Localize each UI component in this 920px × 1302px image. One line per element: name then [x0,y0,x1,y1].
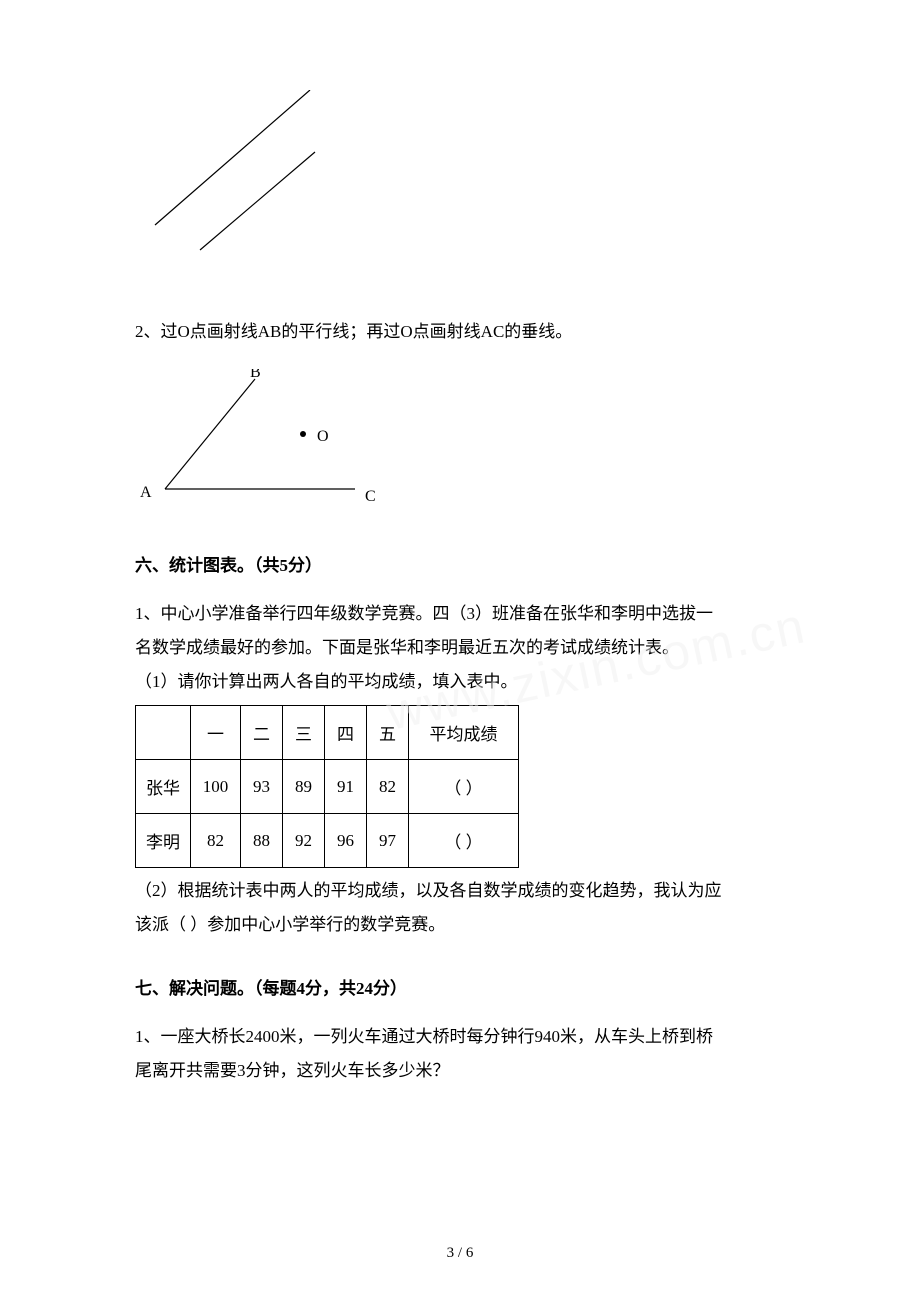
table-cell: （ ） [409,814,519,868]
section-7-title: 七、解决问题。（每题4分，共24分） [135,972,785,1006]
page-number: 3 / 6 [0,1245,920,1262]
section6-sub1: （1）请你计算出两人各自的平均成绩，填入表中。 [135,665,785,699]
section7-q1-line1: 1、一座大桥长2400米，一列火车通过大桥时每分钟行940米，从车头上桥到桥 [135,1020,785,1054]
table-cell: 100 [191,760,241,814]
table-cell: 82 [367,760,409,814]
section6-sub2-line1: （2）根据统计表中两人的平均成绩，以及各自数学成绩的变化趋势，我认为应 [135,874,785,908]
table-cell: 89 [283,760,325,814]
table-header-cell: 四 [325,706,367,760]
table-cell: 李明 [136,814,191,868]
table-cell: 张华 [136,760,191,814]
section7-q1-line2: 尾离开共需要3分钟，这列火车长多少米？ [135,1054,785,1088]
table-cell: 91 [325,760,367,814]
svg-text:O: O [317,428,329,445]
table-cell: 93 [241,760,283,814]
table-cell: 97 [367,814,409,868]
score-table: 一 二 三 四 五 平均成绩 张华 100 93 89 91 82 （ ） 李明… [135,705,519,868]
section-6-title: 六、统计图表。（共5分） [135,549,785,583]
table-header-cell: 五 [367,706,409,760]
table-header-cell: 三 [283,706,325,760]
table-cell: 82 [191,814,241,868]
svg-text:B: B [250,369,261,381]
table-row: 李明 82 88 92 96 97 （ ） [136,814,519,868]
table-header-cell: 一 [191,706,241,760]
figure-angle-diagram: B A C O [135,369,785,519]
table-header-row: 一 二 三 四 五 平均成绩 [136,706,519,760]
parallel-lines-svg [135,90,385,270]
section6-q1-line2: 名数学成绩最好的参加。下面是张华和李明最近五次的考试成绩统计表。 [135,631,785,665]
angle-svg: B A C O [135,369,395,514]
table-cell: 92 [283,814,325,868]
table-header-cell: 平均成绩 [409,706,519,760]
svg-text:C: C [365,488,376,505]
table-header-cell [136,706,191,760]
table-row: 张华 100 93 89 91 82 （ ） [136,760,519,814]
figure-parallel-lines [135,90,785,275]
section6-q1-line1: 1、中心小学准备举行四年级数学竞赛。四（3）班准备在张华和李明中选拔一 [135,597,785,631]
section6-sub2-line2: 该派（ ）参加中心小学举行的数学竞赛。 [135,908,785,942]
table-cell: （ ） [409,760,519,814]
table-header-cell: 二 [241,706,283,760]
svg-text:A: A [140,484,152,501]
question-2-text: 2、过O点画射线AB的平行线；再过O点画射线AC的垂线。 [135,315,785,349]
table-cell: 88 [241,814,283,868]
table-cell: 96 [325,814,367,868]
